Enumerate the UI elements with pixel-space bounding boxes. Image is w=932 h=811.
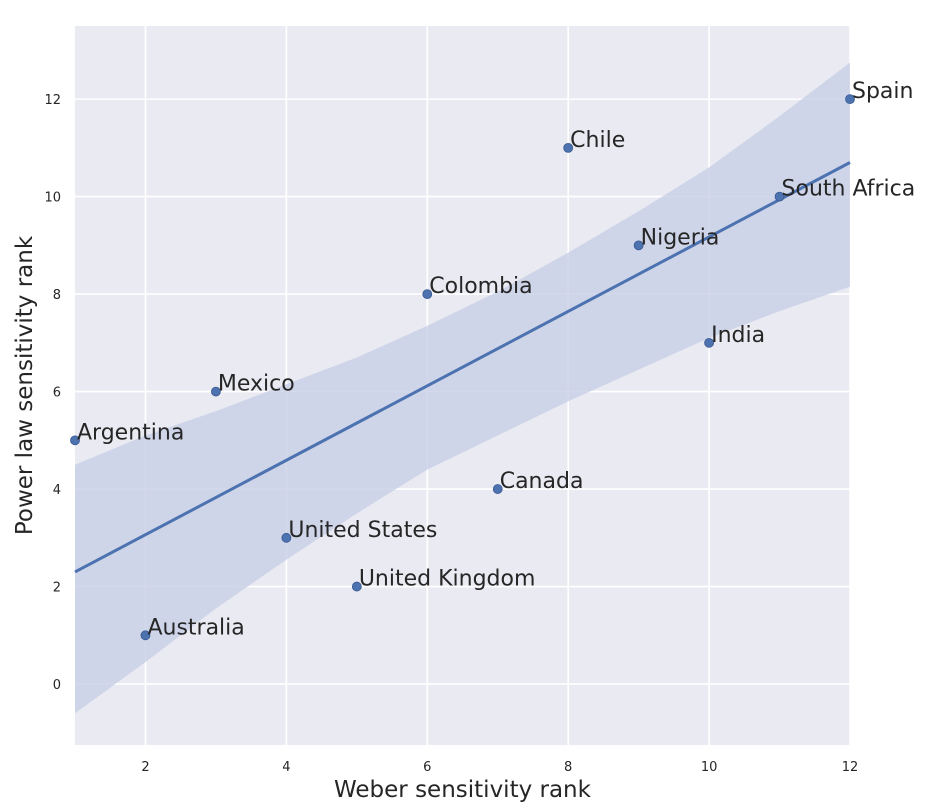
x-tick-label: 4 bbox=[282, 760, 290, 775]
point-label: Canada bbox=[500, 469, 584, 494]
data-point bbox=[774, 191, 785, 202]
point-label: Spain bbox=[852, 79, 913, 104]
point-label: Chile bbox=[570, 128, 625, 153]
y-tick-label: 12 bbox=[44, 93, 61, 108]
point-label: United Kingdom bbox=[359, 567, 536, 592]
y-tick-label: 0 bbox=[53, 678, 61, 693]
x-tick-label: 12 bbox=[842, 760, 859, 775]
data-point bbox=[281, 532, 292, 543]
point-label: Australia bbox=[147, 615, 244, 640]
data-point bbox=[422, 289, 433, 300]
y-tick-label: 8 bbox=[53, 288, 61, 303]
x-tick-label: 8 bbox=[564, 760, 572, 775]
data-point bbox=[563, 142, 574, 153]
y-axis-label: Power law sensitivity rank bbox=[12, 235, 38, 535]
x-tick-label: 6 bbox=[423, 760, 431, 775]
data-point bbox=[633, 240, 644, 251]
x-tick-label: 10 bbox=[701, 760, 718, 775]
data-points bbox=[70, 94, 855, 641]
regression-line bbox=[74, 161, 851, 574]
data-point bbox=[140, 630, 151, 641]
y-tick-label: 10 bbox=[44, 191, 61, 206]
data-point bbox=[211, 386, 221, 397]
point-label: Argentina bbox=[77, 420, 184, 445]
y-tick-label: 6 bbox=[53, 386, 61, 401]
data-point bbox=[70, 435, 80, 446]
data-point bbox=[351, 581, 362, 592]
data-point bbox=[704, 337, 714, 348]
data-point bbox=[845, 94, 855, 105]
point-label: India bbox=[711, 323, 765, 348]
data-point bbox=[492, 484, 503, 494]
y-tick-label: 2 bbox=[53, 581, 61, 596]
confidence-band bbox=[75, 62, 850, 714]
point-labels: Argentina Australia Mexico United States Uni… bbox=[77, 79, 915, 640]
point-label: Colombia bbox=[429, 274, 532, 299]
x-tick-label: 2 bbox=[141, 760, 149, 775]
point-label: Nigeria bbox=[641, 225, 720, 250]
point-label: Mexico bbox=[218, 372, 295, 397]
point-label: United States bbox=[288, 518, 437, 543]
tick-labels: 2 4 6 8 10 12 0 2 4 6 8 10 12 bbox=[44, 93, 858, 775]
x-axis-label: Weber sensitivity rank bbox=[334, 777, 592, 803]
point-label: South Africa bbox=[782, 177, 916, 202]
y-tick-label: 4 bbox=[53, 483, 61, 498]
